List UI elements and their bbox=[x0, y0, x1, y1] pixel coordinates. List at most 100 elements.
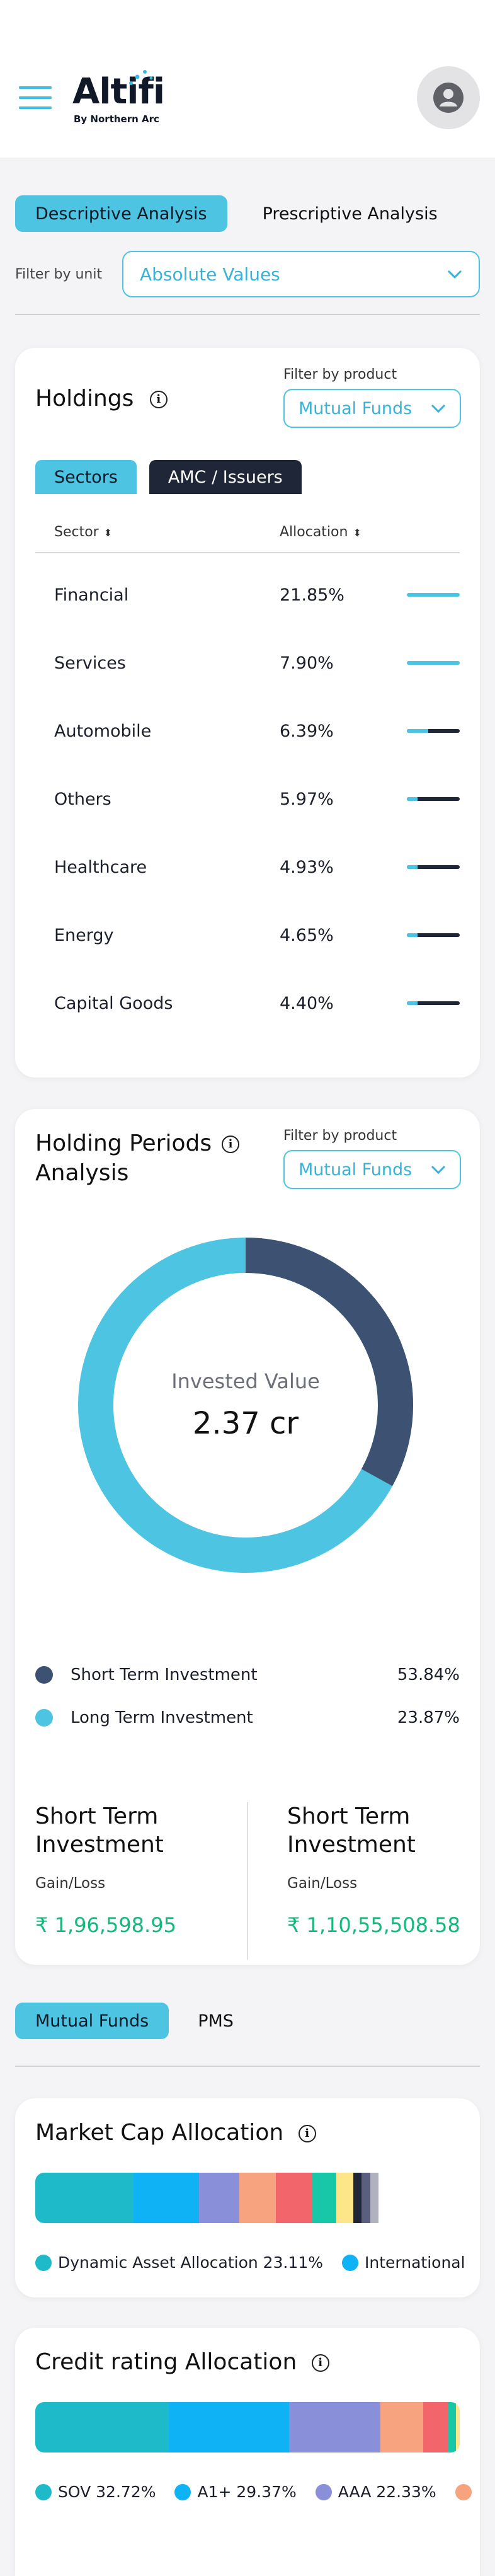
product-select[interactable]: Mutual Funds bbox=[283, 1150, 461, 1189]
allocation-bar bbox=[407, 661, 460, 665]
allocation-bar-fill bbox=[407, 729, 428, 733]
tab-amc-issuers[interactable]: AMC / Issuers bbox=[149, 460, 302, 494]
tab-pms[interactable]: PMS bbox=[198, 2011, 234, 2031]
stack-segment bbox=[447, 2402, 456, 2452]
legend-long-term: Long Term Investment 23.87% bbox=[35, 1705, 460, 1730]
legend-item: International bbox=[342, 2253, 465, 2272]
sector-allocation: 7.90% bbox=[280, 653, 334, 673]
stack-segment bbox=[133, 2173, 200, 2223]
sector-allocation: 5.97% bbox=[280, 789, 334, 809]
legend-item bbox=[455, 2483, 478, 2500]
tab-sectors[interactable]: Sectors bbox=[35, 460, 137, 494]
market-cap-card: Market Cap Allocation i Dynamic Asset Al… bbox=[15, 2098, 480, 2297]
app-header: Altifi By Northern Arc bbox=[0, 0, 495, 158]
allocation-bar bbox=[407, 797, 460, 801]
invested-value-donut: Invested Value 2.37 cr bbox=[76, 1235, 416, 1575]
market-cap-legend: Dynamic Asset Allocation 23.11% Internati… bbox=[35, 2253, 480, 2272]
legend-dot bbox=[315, 2483, 332, 2500]
table-row[interactable]: Financial 21.85% bbox=[35, 576, 460, 614]
sort-icon: ⬍ bbox=[353, 526, 361, 539]
filter-label: Filter by product bbox=[283, 367, 397, 382]
sort-icon: ⬍ bbox=[103, 526, 113, 539]
tab-descriptive-analysis[interactable]: Descriptive Analysis bbox=[15, 195, 227, 232]
column-sector-label: Sector bbox=[54, 524, 99, 540]
table-row[interactable]: Healthcare 4.93% bbox=[35, 848, 460, 886]
unit-select[interactable]: Absolute Values bbox=[122, 251, 480, 297]
product-select-value: Mutual Funds bbox=[299, 1159, 412, 1180]
holdings-title-text: Holdings bbox=[35, 386, 134, 411]
credit-rating-title-text: Credit rating Allocation bbox=[35, 2349, 297, 2375]
stack-segment bbox=[455, 2402, 460, 2452]
filter-label: Filter by product bbox=[283, 1128, 397, 1144]
sector-name: Energy bbox=[54, 925, 114, 945]
info-icon[interactable]: i bbox=[311, 2354, 329, 2372]
legend-dot bbox=[174, 2483, 191, 2500]
table-header: Sector ⬍ Allocation ⬍ bbox=[35, 512, 460, 553]
column-allocation-label: Allocation bbox=[280, 524, 348, 540]
table-row[interactable]: Others 5.97% bbox=[35, 780, 460, 818]
legend-item: SOV 32.72% bbox=[35, 2483, 156, 2501]
legend-dot bbox=[35, 1709, 53, 1727]
allocation-bar-fill bbox=[407, 797, 418, 801]
sector-name: Healthcare bbox=[54, 857, 147, 877]
info-icon[interactable]: i bbox=[222, 1136, 240, 1153]
unit-filter: Filter by unit Absolute Values bbox=[15, 251, 480, 297]
sector-name: Automobile bbox=[54, 721, 152, 741]
stack-segment bbox=[275, 2173, 312, 2223]
holding-periods-card: Holding Periods i Analysis Filter by prod… bbox=[15, 1109, 480, 1965]
stack-segment bbox=[169, 2402, 289, 2452]
investment-title-line2: Investment bbox=[287, 1832, 416, 1858]
holdings-product-filter: Filter by product Mutual Funds bbox=[283, 367, 461, 428]
info-icon[interactable]: i bbox=[298, 2125, 316, 2142]
table-row[interactable]: Capital Goods 4.40% bbox=[35, 984, 460, 1022]
legend-label: A1+ 29.37% bbox=[197, 2483, 297, 2501]
legend-item: AAA 22.33% bbox=[315, 2483, 436, 2501]
stack-segment bbox=[336, 2173, 353, 2223]
tab-mutual-funds[interactable]: Mutual Funds bbox=[15, 2003, 169, 2039]
holding-periods-title: Holding Periods i Analysis bbox=[35, 1129, 240, 1188]
investment-title-line1: Short Term bbox=[287, 1803, 411, 1829]
holdings-card: Holdings i Filter by product Mutual Fund… bbox=[15, 348, 480, 1078]
market-cap-title: Market Cap Allocation i bbox=[35, 2119, 316, 2148]
donut-center: Invested Value 2.37 cr bbox=[76, 1235, 416, 1575]
menu-icon[interactable] bbox=[19, 86, 52, 109]
sector-allocation: 6.39% bbox=[280, 721, 334, 741]
holding-periods-product-filter: Filter by product Mutual Funds bbox=[283, 1128, 461, 1189]
divider bbox=[247, 1802, 248, 1960]
column-sector[interactable]: Sector ⬍ bbox=[54, 524, 112, 540]
credit-rating-title: Credit rating Allocation i bbox=[35, 2348, 329, 2378]
avatar[interactable] bbox=[417, 66, 480, 129]
table-row[interactable]: Automobile 6.39% bbox=[35, 712, 460, 750]
product-select[interactable]: Mutual Funds bbox=[283, 389, 461, 428]
credit-rating-legend: SOV 32.72% A1+ 29.37% AAA 22.33% bbox=[35, 2483, 480, 2501]
gain-loss-label: Gain/Loss bbox=[35, 1875, 106, 1892]
legend-label: Short Term Investment bbox=[71, 1665, 258, 1684]
sector-allocation: 4.65% bbox=[280, 925, 334, 945]
info-icon[interactable]: i bbox=[149, 391, 168, 408]
stack-segment bbox=[35, 2402, 169, 2452]
legend-short-term: Short Term Investment 53.84% bbox=[35, 1662, 460, 1688]
gain-loss-value: ₹ 1,96,598.95 bbox=[35, 1913, 176, 1937]
allocation-bar-fill bbox=[407, 933, 418, 937]
table-row[interactable]: Energy 4.65% bbox=[35, 916, 460, 954]
sector-name: Financial bbox=[54, 585, 129, 605]
legend-item: A1+ 29.37% bbox=[174, 2483, 297, 2501]
legend-label: SOV 32.72% bbox=[58, 2483, 156, 2501]
investment-summary: Short Term Investment Gain/Loss ₹ 1,96,59… bbox=[35, 1802, 176, 1937]
analysis-tabs: Descriptive Analysis Prescriptive Analys… bbox=[15, 195, 458, 232]
sector-name: Services bbox=[54, 653, 126, 673]
donut-chart bbox=[78, 1238, 413, 1573]
divider bbox=[15, 314, 480, 315]
market-cap-title-text: Market Cap Allocation bbox=[35, 2120, 284, 2146]
sector-allocation: 21.85% bbox=[280, 585, 344, 605]
tab-prescriptive-analysis[interactable]: Prescriptive Analysis bbox=[262, 204, 438, 224]
brand-logo[interactable]: Altifi By Northern Arc bbox=[72, 74, 165, 125]
column-allocation[interactable]: Allocation ⬍ bbox=[280, 524, 361, 540]
logo-sparkle-icon bbox=[129, 70, 153, 85]
stack-segment bbox=[288, 2402, 380, 2452]
allocation-bar-fill bbox=[407, 865, 418, 869]
legend-label: AAA 22.33% bbox=[338, 2483, 436, 2501]
invested-value: 2.37 cr bbox=[192, 1406, 299, 1441]
allocation-bar bbox=[407, 1001, 460, 1005]
table-row[interactable]: Services 7.90% bbox=[35, 644, 460, 682]
